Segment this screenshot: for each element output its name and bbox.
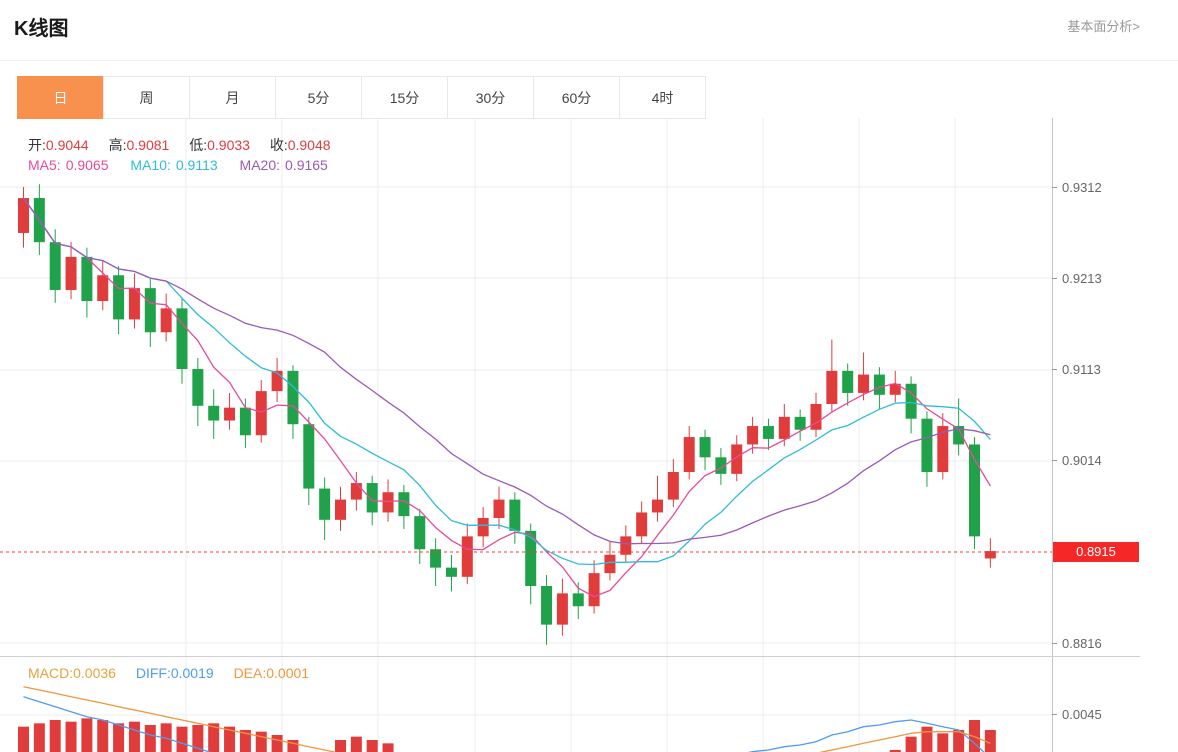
- low-label: 低:: [189, 137, 208, 153]
- ma5-item: MA5: 0.9065: [28, 157, 109, 173]
- axis-tick-label: 0.9213: [1052, 270, 1102, 286]
- macd-chart[interactable]: [0, 657, 1052, 752]
- page-title: K线图: [14, 18, 69, 40]
- ohlc-legend: 开:0.9044 高:0.9081 低:0.9033 收:0.9048: [28, 135, 347, 155]
- close-value: 0.9048: [287, 137, 331, 153]
- axis-tick-label: 0.9312: [1052, 179, 1102, 195]
- tab-week[interactable]: 周: [103, 76, 190, 119]
- current-price-tag: 0.8915: [1053, 542, 1139, 562]
- axis-tick-label: 0.0045: [1052, 707, 1102, 723]
- ma10-item: MA10: 0.9113: [130, 157, 218, 173]
- open-label: 开:: [28, 137, 46, 153]
- tab-day[interactable]: 日: [17, 76, 104, 119]
- diff-item: DIFF:0.0019: [135, 665, 214, 681]
- high-label: 高:: [108, 137, 127, 153]
- fundamental-analysis-link[interactable]: 基本面分析>: [1067, 19, 1140, 34]
- dea-item: DEA:0.0001: [233, 665, 310, 681]
- y-axis: 0.9312 0.9213 0.9113 0.9014 0.8816 0.0045: [1052, 0, 1178, 752]
- tab-5min[interactable]: 5分: [275, 76, 362, 119]
- tab-month[interactable]: 月: [189, 76, 276, 119]
- open-value: 0.9044: [45, 137, 89, 153]
- macd-item: MACD:0.0036: [28, 665, 116, 681]
- close-label: 收:: [269, 137, 288, 153]
- high-value: 0.9081: [126, 137, 170, 153]
- interval-tabs: 日 周 月 5分 15分 30分 60分 4时: [17, 76, 706, 119]
- header-divider: [0, 60, 1178, 61]
- candlestick-chart[interactable]: [0, 118, 1052, 656]
- low-value: 0.9033: [207, 137, 250, 153]
- tab-60min[interactable]: 60分: [533, 76, 620, 119]
- pane-divider: [0, 656, 1140, 657]
- axis-tick-label: 0.8816: [1052, 635, 1102, 651]
- ma20-item: MA20: 0.9165: [239, 157, 328, 173]
- tab-4hour[interactable]: 4时: [619, 76, 706, 119]
- axis-tick-label: 0.9113: [1052, 362, 1101, 378]
- y-axis-line: [1052, 118, 1053, 752]
- macd-legend: MACD:0.0036 DIFF:0.0019 DEA:0.0001: [28, 665, 325, 681]
- axis-tick-label: 0.9014: [1052, 453, 1102, 469]
- tab-15min[interactable]: 15分: [361, 76, 448, 119]
- ma-legend: MA5: 0.9065 MA10: 0.9113 MA20: 0.9165: [28, 157, 346, 173]
- tab-30min[interactable]: 30分: [447, 76, 534, 119]
